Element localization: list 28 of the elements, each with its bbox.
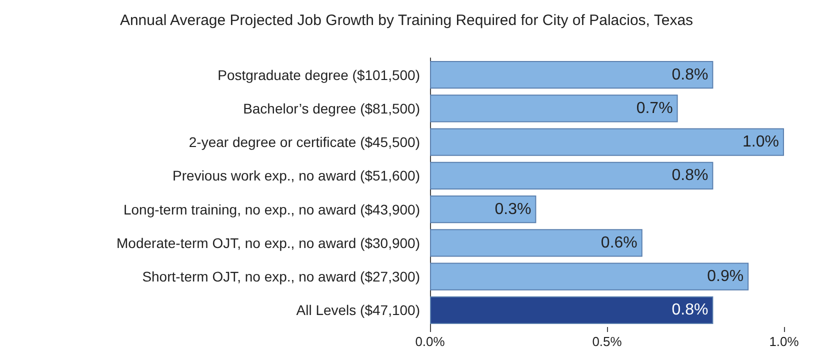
data-label: 0.3% bbox=[494, 200, 532, 218]
bar bbox=[430, 196, 536, 224]
bar bbox=[430, 296, 714, 324]
y-tick-label: All Levels ($47,100) bbox=[296, 302, 420, 318]
y-tick-label: Short-term OJT, no exp., no award ($27,300) bbox=[142, 268, 420, 285]
y-tick-label: Previous work exp., no award ($51,600) bbox=[172, 168, 420, 184]
y-tick-label: Long-term training, no exp., no award ($43,900) bbox=[123, 201, 420, 218]
x-tick-label: 0.0% bbox=[415, 334, 446, 348]
chart-title: Annual Average Projected Job Growth by Training Required for City of Palacios, Texas bbox=[120, 12, 694, 29]
data-label: 0.8% bbox=[672, 167, 708, 184]
bar bbox=[430, 61, 714, 89]
data-label: 0.9% bbox=[707, 268, 744, 286]
data-label: 0.7% bbox=[636, 100, 673, 117]
data-label: 1.0% bbox=[742, 134, 779, 151]
data-label: 0.8% bbox=[672, 302, 708, 319]
x-tick-label: 0.5% bbox=[592, 334, 622, 348]
y-tick-label: Bachelor’s degree ($81,500) bbox=[243, 100, 420, 116]
bar bbox=[430, 229, 642, 257]
x-tick-label: 1.0% bbox=[769, 334, 800, 348]
y-tick-label: 2-year degree or certificate ($45,500) bbox=[188, 134, 420, 150]
y-tick-label: Postgraduate degree ($101,500) bbox=[218, 66, 420, 83]
bar bbox=[430, 162, 714, 190]
bar bbox=[430, 262, 749, 290]
y-tick-label: Moderate-term OJT, no exp., no award ($30,900) bbox=[116, 234, 420, 251]
bar bbox=[430, 94, 678, 122]
data-label: 0.6% bbox=[600, 234, 638, 252]
bar bbox=[430, 128, 784, 156]
data-label: 0.8% bbox=[672, 66, 708, 84]
